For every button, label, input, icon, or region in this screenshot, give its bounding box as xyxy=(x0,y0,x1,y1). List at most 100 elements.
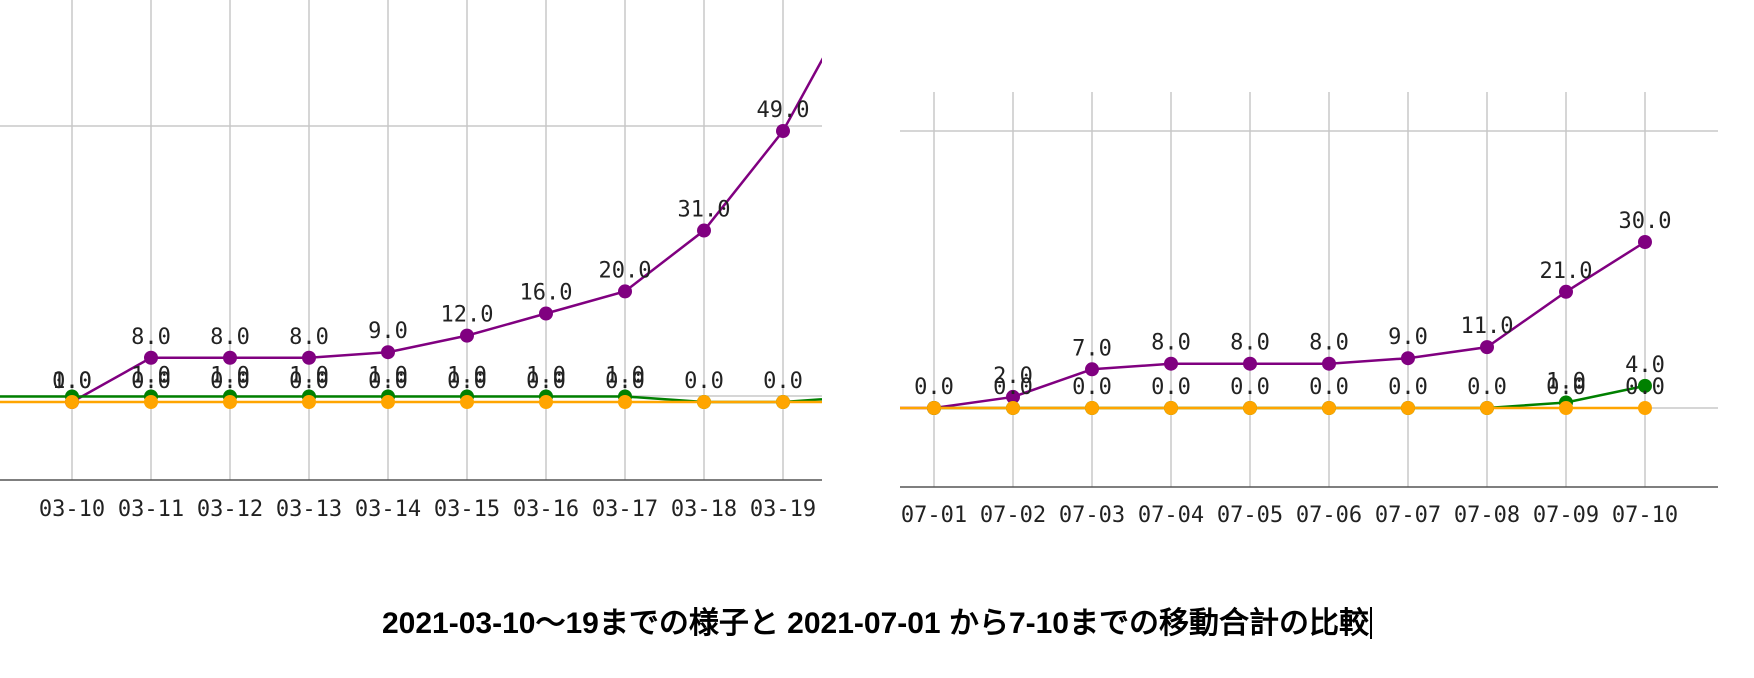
data-label: 8.0 xyxy=(1230,331,1270,356)
data-label: 1.0 xyxy=(605,363,645,388)
data-label: 9.0 xyxy=(368,319,408,344)
data-point xyxy=(381,345,395,360)
data-point xyxy=(302,395,316,409)
data-label: 0.0 xyxy=(1546,375,1586,400)
data-point xyxy=(539,306,553,321)
chart-panel-1: 1.0 8.0 8.0 8.0 9.0 12.0 16.0 20.0 31.0 49.0 1.0 1.… xyxy=(0,0,822,522)
data-point xyxy=(144,350,158,365)
series-line-2 xyxy=(934,384,1646,410)
data-point xyxy=(302,350,316,365)
data-point xyxy=(1559,401,1573,415)
x-tick-label: 03-14 xyxy=(355,497,421,522)
data-point xyxy=(1480,340,1494,355)
data-point xyxy=(1638,378,1652,393)
data-point xyxy=(1243,401,1257,415)
data-point xyxy=(618,284,632,299)
data-label: 0.0 xyxy=(1151,375,1191,400)
chart-panel-2: 0.0 2.07.0 8.0 8.0 8.0 9.0 11.021.030.01.04.00… xyxy=(900,92,1718,528)
data-label: 7.0 xyxy=(1072,336,1112,361)
data-point xyxy=(697,223,711,238)
data-point xyxy=(1322,356,1336,371)
x-tick-label: 07-01 xyxy=(901,503,967,528)
x-tick-label: 03-11 xyxy=(118,497,184,522)
x-tick-label: 07-07 xyxy=(1375,503,1441,528)
data-label: 12.0 xyxy=(441,303,494,328)
x-tick-label: 07-02 xyxy=(980,503,1046,528)
data-point xyxy=(223,395,237,409)
x-tick-label: 03-17 xyxy=(592,497,658,522)
data-label: 0.0 xyxy=(914,375,954,400)
figure-caption: 2021-03-10〜19までの様子と 2021-07-01 から7-10までの… xyxy=(0,598,1754,642)
data-label: 0.0 xyxy=(289,369,329,394)
data-point xyxy=(1085,362,1099,377)
x-tick-label: 07-09 xyxy=(1533,503,1599,528)
data-label: 0.0 xyxy=(131,369,171,394)
plot-area: 1.0 8.0 8.0 8.0 9.0 12.0 16.0 20.0 31.0 49.0 1.0 1.… xyxy=(0,0,822,522)
data-point xyxy=(460,328,474,343)
data-point xyxy=(776,124,790,138)
data-label: 8.0 xyxy=(1309,331,1349,356)
data-label: 1.0 xyxy=(1546,369,1586,394)
data-label: 0.0 xyxy=(1467,375,1507,400)
data-point xyxy=(1006,401,1020,415)
data-label: 0.0 xyxy=(1388,375,1428,400)
data-point xyxy=(1164,356,1178,371)
x-tick-label: 07-06 xyxy=(1296,503,1362,528)
data-point xyxy=(65,395,79,409)
data-point xyxy=(927,401,941,415)
data-label: 30.0 xyxy=(1619,209,1672,234)
x-tick-label: 07-04 xyxy=(1138,503,1204,528)
data-label: 0.0 xyxy=(1072,375,1112,400)
data-label: 8.0 xyxy=(1151,331,1191,356)
data-label: 2.0 xyxy=(993,364,1033,389)
data-label: 0.0 xyxy=(993,375,1033,400)
x-tick-label: 03-12 xyxy=(197,497,263,522)
data-point xyxy=(1559,284,1573,299)
data-label: 0.0 xyxy=(52,369,92,394)
data-label: 0.0 xyxy=(763,369,803,394)
data-label: 1.0 xyxy=(210,363,250,388)
data-label: 8.0 xyxy=(210,325,250,350)
x-tick-label: 07-05 xyxy=(1217,503,1283,528)
data-label: 1.0 xyxy=(131,363,171,388)
data-point xyxy=(1401,401,1415,415)
x-tick-label: 03-19 xyxy=(750,497,816,522)
data-label: 0.0 xyxy=(368,369,408,394)
data-label: 49.0 xyxy=(757,98,810,123)
x-tick-label: 03-15 xyxy=(434,497,500,522)
data-point xyxy=(1085,401,1099,415)
data-point xyxy=(1164,401,1178,415)
data-label: 0.0 xyxy=(1625,375,1665,400)
data-label: 4.0 xyxy=(1625,353,1665,378)
x-tick-label: 07-08 xyxy=(1454,503,1520,528)
x-tick-label: 03-10 xyxy=(39,497,105,522)
data-label: 0.0 xyxy=(526,369,566,394)
x-tick-label: 03-13 xyxy=(276,497,342,522)
data-point xyxy=(223,350,237,365)
data-point xyxy=(1006,389,1020,404)
data-label: 1.0 xyxy=(368,363,408,388)
data-label: 1.0 xyxy=(289,363,329,388)
data-label: 31.0 xyxy=(678,198,731,223)
x-tick-label: 03-16 xyxy=(513,497,579,522)
data-label: 0.0 xyxy=(684,369,724,394)
data-label: 0.0 xyxy=(605,369,645,394)
data-label: 1.0 xyxy=(52,369,92,394)
data-label: 16.0 xyxy=(520,281,573,306)
plot-area: 0.0 2.07.0 8.0 8.0 8.0 9.0 11.021.030.01.04.00… xyxy=(900,92,1718,528)
data-point xyxy=(1638,235,1652,249)
x-tick-label: 07-10 xyxy=(1612,503,1678,528)
data-point xyxy=(1401,351,1415,366)
data-label: 0.0 xyxy=(1309,375,1349,400)
data-point xyxy=(1243,356,1257,371)
data-label: 0.0 xyxy=(447,369,487,394)
data-label: 8.0 xyxy=(131,325,171,350)
data-label: 9.0 xyxy=(1388,325,1428,350)
data-label: 0.0 xyxy=(1230,375,1270,400)
data-label: 20.0 xyxy=(599,258,652,283)
data-point xyxy=(697,395,711,409)
x-tick-label: 07-03 xyxy=(1059,503,1125,528)
data-point xyxy=(1480,401,1494,415)
data-point xyxy=(539,395,553,409)
